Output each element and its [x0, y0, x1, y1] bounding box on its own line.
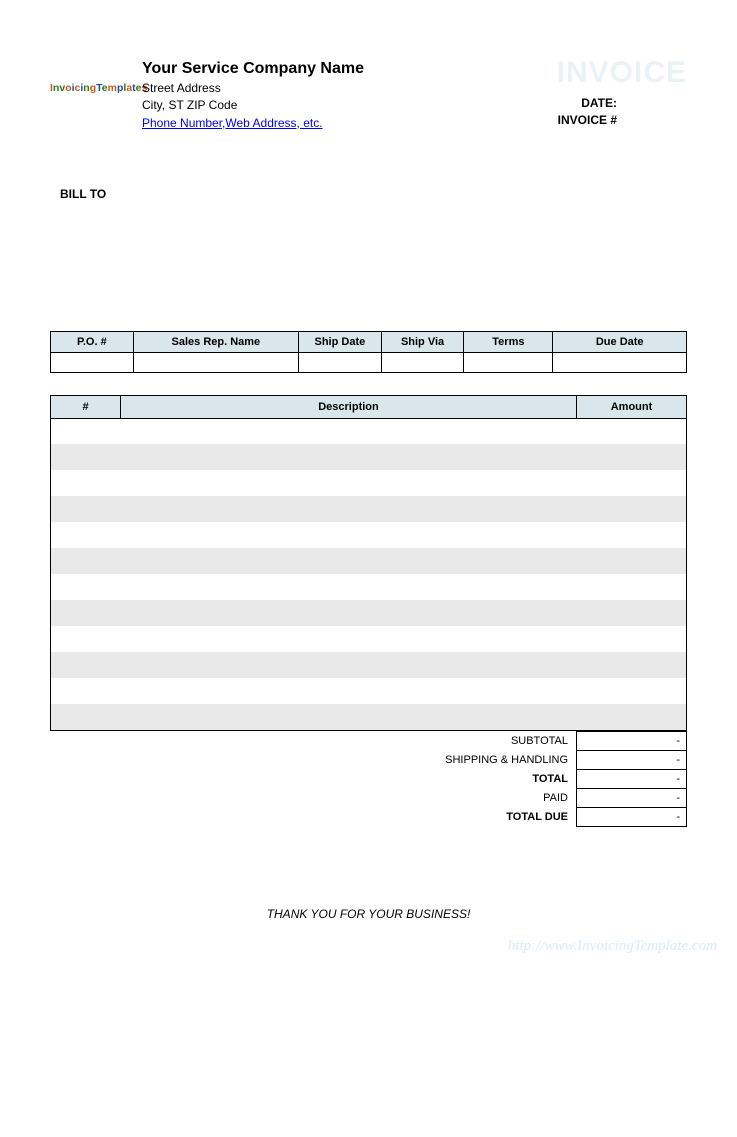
info-cell [299, 352, 382, 372]
item-description-cell [121, 470, 577, 496]
item-amount-cell [577, 470, 687, 496]
item-description-cell [121, 600, 577, 626]
invoice-title: INVOICE [557, 56, 687, 90]
totals-label: SUBTOTAL [50, 731, 577, 750]
items-table: # Description Amount [50, 395, 687, 731]
totals-value: - [577, 750, 687, 769]
item-description-cell [121, 626, 577, 652]
info-header-cell: Sales Rep. Name [133, 331, 298, 352]
item-description-cell [121, 522, 577, 548]
item-description-cell [121, 574, 577, 600]
table-row [51, 678, 687, 704]
item-number-cell [51, 626, 121, 652]
info-cell [51, 352, 134, 372]
item-number-cell [51, 704, 121, 730]
item-amount-cell [577, 704, 687, 730]
totals-value: - [577, 769, 687, 788]
logo-block: InvoicingTemplates [50, 60, 140, 96]
info-cell [464, 352, 553, 372]
invoice-meta: DATE: INVOICE # [558, 95, 617, 129]
totals-value: - [577, 807, 687, 826]
table-row [51, 600, 687, 626]
table-row [51, 496, 687, 522]
totals-block: SUBTOTAL-SHIPPING & HANDLING-TOTAL-PAID-… [50, 731, 687, 827]
table-row [51, 444, 687, 470]
date-label: DATE: [558, 95, 617, 112]
info-header-cell: Ship Date [299, 331, 382, 352]
item-amount-cell [577, 444, 687, 470]
info-header-cell: Ship Via [381, 331, 464, 352]
totals-table: SUBTOTAL-SHIPPING & HANDLING-TOTAL-PAID-… [50, 731, 687, 827]
item-description-cell [121, 652, 577, 678]
info-header-cell: Terms [464, 331, 553, 352]
totals-value: - [577, 788, 687, 807]
table-row [51, 652, 687, 678]
items-col-number: # [51, 395, 121, 418]
item-number-cell [51, 548, 121, 574]
item-description-cell [121, 418, 577, 444]
totals-label: SHIPPING & HANDLING [50, 750, 577, 769]
totals-label: TOTAL DUE [50, 807, 577, 826]
item-description-cell [121, 678, 577, 704]
info-cell [381, 352, 464, 372]
item-amount-cell [577, 522, 687, 548]
table-row [51, 470, 687, 496]
item-amount-cell [577, 600, 687, 626]
item-amount-cell [577, 678, 687, 704]
item-amount-cell [577, 626, 687, 652]
info-header-cell: P.O. # [51, 331, 134, 352]
item-description-cell [121, 444, 577, 470]
logo-text: InvoicingTemplates [50, 82, 147, 94]
item-number-cell [51, 470, 121, 496]
item-number-cell [51, 522, 121, 548]
item-amount-cell [577, 574, 687, 600]
bill-to-label: BILL TO [60, 187, 687, 201]
items-col-description: Description [121, 395, 577, 418]
invoice-page: INVOICE DATE: INVOICE # InvoicingTemplat… [0, 0, 737, 961]
item-number-cell [51, 574, 121, 600]
totals-label: PAID [50, 788, 577, 807]
company-contact-link[interactable]: Phone Number,Web Address, etc. [142, 116, 323, 130]
table-row [51, 522, 687, 548]
item-number-cell [51, 652, 121, 678]
info-header-cell: Due Date [553, 331, 687, 352]
item-number-cell [51, 496, 121, 522]
info-cell [553, 352, 687, 372]
item-description-cell [121, 704, 577, 730]
table-row [51, 626, 687, 652]
item-number-cell [51, 600, 121, 626]
item-description-cell [121, 496, 577, 522]
item-number-cell [51, 678, 121, 704]
item-number-cell [51, 444, 121, 470]
info-cell [133, 352, 298, 372]
table-row [51, 704, 687, 730]
item-amount-cell [577, 418, 687, 444]
table-row [51, 574, 687, 600]
items-col-amount: Amount [577, 395, 687, 418]
item-amount-cell [577, 652, 687, 678]
totals-label: TOTAL [50, 769, 577, 788]
table-row [51, 548, 687, 574]
item-amount-cell [577, 548, 687, 574]
thank-you-message: THANK YOU FOR YOUR BUSINESS! [50, 907, 687, 921]
totals-value: - [577, 731, 687, 750]
invoice-number-label: INVOICE # [558, 112, 617, 129]
item-amount-cell [577, 496, 687, 522]
info-table: P.O. #Sales Rep. NameShip DateShip ViaTe… [50, 331, 687, 373]
item-description-cell [121, 548, 577, 574]
watermark: http://www.InvoicingTemplate.com [508, 938, 717, 955]
table-row [51, 418, 687, 444]
item-number-cell [51, 418, 121, 444]
